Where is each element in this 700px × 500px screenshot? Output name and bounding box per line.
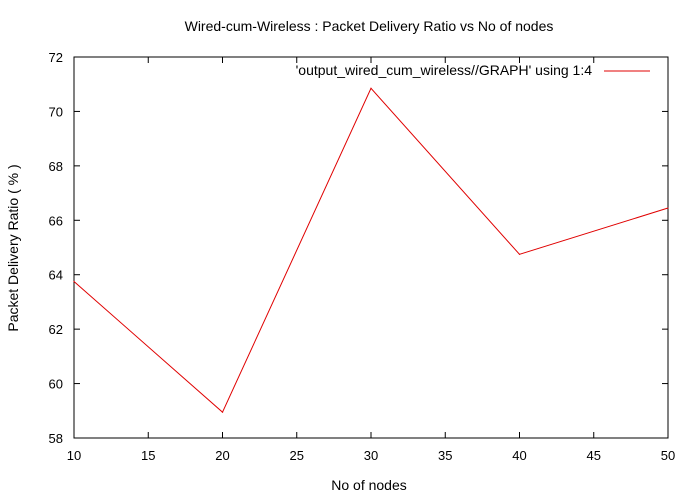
x-axis-label: No of nodes	[331, 477, 407, 493]
data-point	[73, 280, 75, 283]
data-point	[667, 207, 669, 209]
data-point	[221, 411, 224, 413]
y-tick-label: 70	[49, 104, 63, 119]
x-tick-label: 10	[67, 448, 81, 463]
data-point	[370, 87, 372, 89]
x-tick-label: 15	[141, 448, 155, 463]
x-tick-label: 20	[215, 448, 229, 463]
y-tick-label: 72	[49, 50, 63, 65]
y-tick-label: 60	[49, 377, 63, 392]
x-tick-label: 50	[661, 448, 675, 463]
y-tick-label: 58	[49, 431, 63, 446]
y-tick-label: 68	[49, 159, 63, 174]
series-layer	[73, 87, 669, 413]
legend-label: 'output_wired_cum_wireless//GRAPH' using…	[296, 62, 593, 78]
plot-frame	[73, 56, 669, 439]
axis-ticks: 10 15 20 25 30 35 40 45 50 58 60 62 64 66 68 70 72	[49, 50, 676, 463]
y-tick-label: 62	[49, 322, 63, 337]
legend: 'output_wired_cum_wireless//GRAPH' using…	[296, 62, 650, 78]
series-line	[73, 87, 669, 413]
chart-title: Wired-cum-Wireless : Packet Delivery Rat…	[185, 18, 554, 34]
y-tick-label: 66	[49, 213, 63, 228]
x-tick-label: 30	[364, 448, 378, 463]
y-tick-label: 64	[49, 268, 63, 283]
x-tick-label: 35	[438, 448, 452, 463]
x-tick-label: 25	[290, 448, 304, 463]
x-tick-label: 45	[587, 448, 601, 463]
x-tick-label: 40	[512, 448, 526, 463]
y-axis-label: Packet Delivery Ratio ( % )	[5, 164, 21, 331]
data-point	[518, 253, 521, 255]
